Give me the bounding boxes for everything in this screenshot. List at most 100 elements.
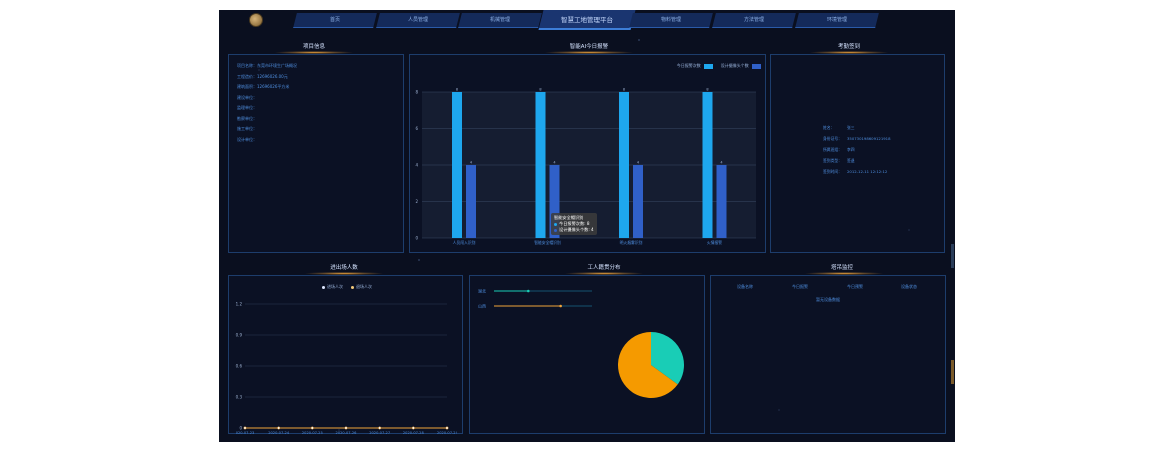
attendance-label: 身份证号：: [823, 136, 842, 141]
title-glow: [809, 51, 889, 54]
info-label: 勘察单位：: [237, 115, 257, 121]
title-glow: [564, 272, 644, 275]
bar-value-label: 4: [637, 161, 640, 165]
logo-icon: [249, 13, 263, 27]
attendance-value: 2012-12-11 12:12:12: [847, 169, 888, 174]
title-glow: [274, 51, 354, 54]
y-tick-label: 0.3: [236, 395, 243, 400]
y-tick-label: 6: [415, 126, 418, 131]
info-label: 设计单位：: [237, 136, 257, 142]
pie-slice: [618, 332, 678, 398]
tab-label: 环境管理: [826, 17, 847, 23]
info-value: 12696026平方米: [257, 84, 290, 89]
info-value: 12696026.00元: [257, 73, 288, 79]
y-tick-label: 0.6: [236, 364, 243, 369]
legend-series1: 今日报警次数: [677, 63, 713, 69]
legend-label: 今日报警次数: [676, 63, 701, 68]
attendance-panel: 姓名： 张三 身份证号： 350730198609121918 所属班组： 李四 签到类型：…: [770, 54, 945, 253]
bar-alarm-count: [702, 92, 713, 238]
tooltip-line2: 设计摄像头个数: 4: [554, 227, 594, 233]
tooltip-title: 智能安全帽识别: [554, 215, 584, 220]
dashboard-screen: 首页 人员管理 机械管理 智慧工地管理平台 物料管理 方法管理 环境管理 项目信…: [219, 10, 955, 442]
scrollbar[interactable]: [951, 244, 954, 268]
legend-out: 退场人次: [351, 284, 372, 290]
x-tick-label: 火情报警: [707, 240, 722, 245]
tab-label: 方法管理: [743, 17, 764, 23]
x-tick-label: 智能安全帽识别: [534, 240, 561, 245]
y-tick-label: 0: [239, 426, 242, 431]
attendance-value: 李四: [847, 147, 855, 152]
tab-materials[interactable]: 物料管理: [629, 13, 713, 28]
data-point: [411, 426, 415, 430]
origin-bar-knob: [527, 289, 530, 293]
project-info-line: 项目名称：东莞市环境生广场概况: [237, 63, 297, 69]
bar-camera-count: [549, 165, 560, 238]
project-info-line: 勘察单位：: [237, 116, 257, 122]
tab-home[interactable]: 首页: [293, 13, 377, 28]
pie-slice: [651, 332, 684, 385]
attendance-value: 张三: [847, 125, 855, 130]
legend-label: 设计摄像头个数: [720, 63, 749, 68]
info-label: 监理单位：: [237, 105, 257, 110]
info-label: 工程造价：: [237, 73, 257, 79]
info-value: 东莞市环境生广场概况: [257, 63, 297, 68]
title-glow: [804, 272, 884, 275]
monitor-header-name: 设备名称: [737, 284, 753, 289]
legend-in: 进场人次: [322, 284, 343, 290]
legend-swatch: [704, 63, 713, 69]
y-tick-label: 2: [415, 199, 418, 204]
x-tick-label: 2020-07-25: [302, 431, 323, 435]
monitor-header-warning: 今日预警: [847, 284, 863, 289]
tower-monitor-panel: 设备名称 今日报警 今日预警 设备状态 暂无设备数据: [710, 275, 946, 434]
chart-tooltip: 智能安全帽识别 今日报警次数: 8 设计摄像头个数: 4: [551, 213, 597, 235]
project-info-line: 施工单位：: [237, 126, 257, 132]
attendance-label: 所属班组：: [823, 147, 842, 152]
data-point: [243, 426, 247, 430]
tab-label: 人员管理: [407, 17, 428, 23]
tower-monitor-title: 塔吊监控: [830, 265, 853, 271]
bar-alarm-count: [535, 92, 546, 238]
scrollbar-thumb[interactable]: [951, 360, 954, 384]
attendance-title: 考勤签到: [837, 44, 860, 50]
bar-value-label: 8: [623, 88, 625, 92]
x-tick-label: 2020-07-27: [369, 431, 390, 435]
monitor-empty-text: 暂无设备数据: [816, 297, 840, 302]
bar-camera-count: [466, 165, 476, 238]
bar-value-label: 8: [706, 88, 708, 92]
project-info-line: 设计单位：: [237, 137, 257, 143]
tab-environment[interactable]: 环境管理: [795, 13, 879, 28]
legend-label: 退场人次: [356, 284, 372, 289]
x-tick-label: 020-07-23: [236, 431, 255, 435]
tab-machinery[interactable]: 机械管理: [458, 13, 542, 28]
title-glow: [544, 51, 634, 54]
visitor-line-chart: 0 0.3 0.6 0.9 1.2 020-07-23 2020-07-24 2020-07-…: [236, 302, 457, 436]
tab-methods[interactable]: 方法管理: [712, 13, 796, 28]
monitor-header-status: 设备状态: [901, 284, 917, 289]
bar-value-label: 8: [456, 88, 458, 92]
project-info-line: 建筑面积：12696026平方米: [237, 84, 289, 90]
x-tick-label: 2020-07-24: [268, 431, 290, 435]
info-label: 施工单位：: [237, 126, 257, 131]
legend-swatch: [752, 63, 761, 69]
project-info-title: 项目信息: [302, 44, 325, 50]
bar-camera-count: [633, 165, 643, 238]
bar-value-label: 4: [720, 161, 723, 165]
worker-origin-title: 工人籍贯分布: [587, 265, 621, 271]
legend-series2: 设计摄像头个数: [721, 63, 761, 69]
y-tick-label: 0.9: [236, 333, 243, 338]
attendance-value: 350730198609121918: [847, 136, 891, 141]
data-point: [445, 426, 449, 430]
attendance-label: 签到类型：: [823, 158, 842, 163]
data-point: [378, 426, 382, 430]
origin-bar-label: 山西: [478, 303, 486, 309]
origin-bar-knob: [559, 304, 562, 308]
tab-personnel[interactable]: 人员管理: [376, 13, 460, 28]
y-tick-label: 0: [415, 236, 418, 241]
ai-alarm-title: 智能AI今日报警: [569, 44, 609, 50]
y-tick-label: 1.2: [236, 302, 243, 307]
x-tick-label: 2020-07-28: [403, 431, 425, 435]
platform-title-text: 智慧工地管理平台: [561, 16, 613, 24]
monitor-header-alarm: 今日报警: [792, 284, 808, 289]
visitor-title: 进出场人数: [330, 265, 358, 271]
